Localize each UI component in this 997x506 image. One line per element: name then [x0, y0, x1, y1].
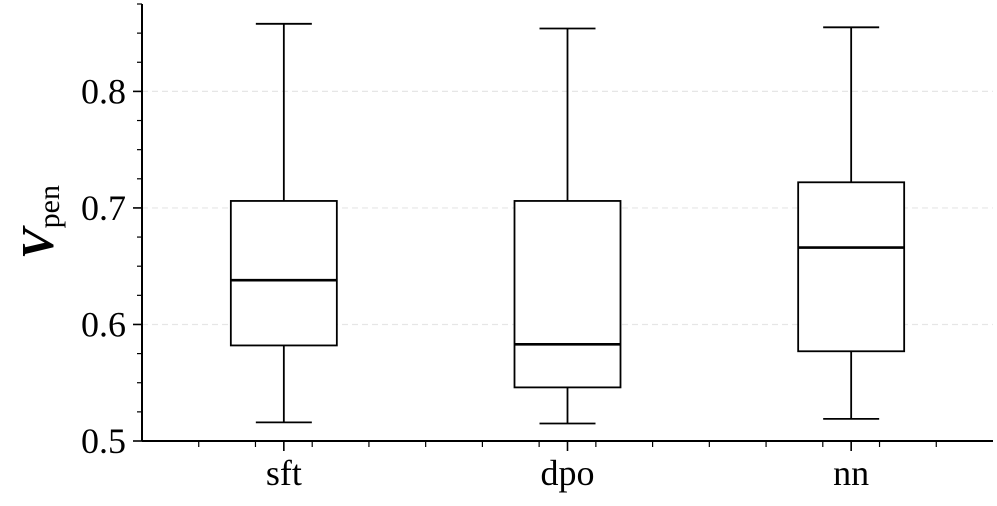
x-tick-label: sft	[266, 453, 302, 493]
iqr-box	[229, 200, 338, 347]
tick-marks	[133, 3, 937, 451]
y-axis-title-subscript: pen	[33, 185, 66, 228]
y-tick-label: 0.5	[81, 421, 126, 461]
y-tick-label: 0.6	[81, 304, 126, 344]
y-tick-label: 0.7	[81, 188, 126, 228]
x-tick-labels: sft dpo nn	[266, 453, 869, 493]
y-axis-title: Vpen	[12, 185, 66, 259]
iqr-box	[513, 200, 622, 389]
box-sft	[229, 22, 338, 424]
y-tick-label: 0.8	[81, 71, 126, 111]
iqr-box	[797, 181, 906, 353]
box-dpo	[513, 27, 622, 425]
boxes	[229, 22, 906, 425]
y-tick-labels: 0.5 0.6 0.7 0.8	[81, 71, 126, 461]
y-axis-title-main: V	[12, 225, 63, 259]
box-nn	[797, 26, 906, 420]
x-tick-label: dpo	[541, 453, 595, 493]
x-tick-label: nn	[833, 453, 869, 493]
